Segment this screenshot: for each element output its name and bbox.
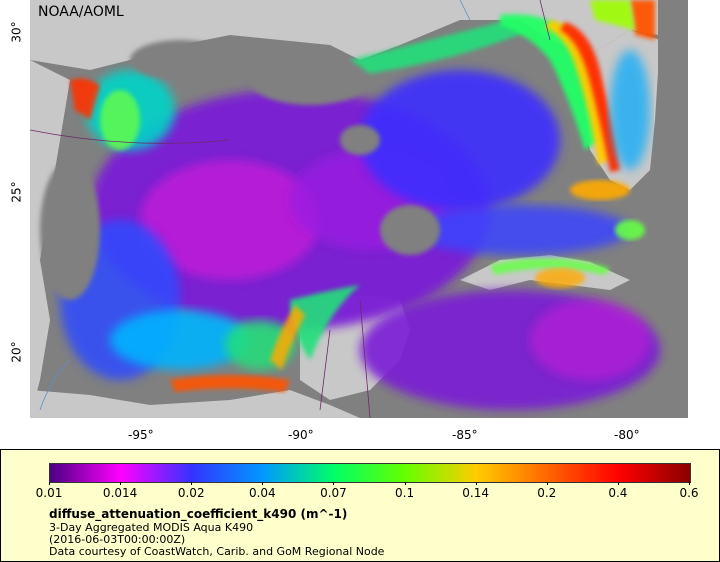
colorbar-tick-mark [191,482,193,485]
y-tick-label: 30° [9,21,24,43]
land-central-america [30,390,360,418]
colorbar-tick-label: 0.1 [395,486,415,500]
y-tick-label: 20° [9,341,24,363]
colorbar-tick-mark [546,482,548,485]
colorbar-tick-mark [404,482,406,485]
legend-line-3: Data courtesy of CoastWatch, Carib. and … [49,545,385,558]
colorbar-tick-mark [262,482,264,485]
colorbar-tick-label: 0.4 [608,486,628,500]
colorbar-tick-label: 0.014 [102,486,138,500]
x-tick-label: -80° [614,428,640,442]
x-tick-label: -90° [288,428,314,442]
map-image [30,0,688,418]
colorbar-tick-label: 0.2 [537,486,557,500]
legend-line-1: 3-Day Aggregated MODIS Aqua K490 [49,521,254,534]
colorbar-tick-mark [49,482,50,485]
colorbar-tick-label: 0.02 [177,486,205,500]
legend-line-2: (2016-06-03T00:00:00Z) [49,533,186,546]
colorbar-tick-mark [475,482,477,485]
colorbar-tick-mark [689,482,690,485]
x-tick-label: -95° [128,428,154,442]
colorbar-tick-label: 0.04 [248,486,276,500]
colorbar-tick-mark [617,482,619,485]
colorbar-tick-mark [120,482,122,485]
colorbar-tick-label: 0.14 [462,486,490,500]
map-credit: NOAA/AOML [38,4,124,20]
land-mexico-west [30,60,70,418]
map-panel[interactable]: NOAA/AOML [30,0,688,418]
colorbar [49,463,691,483]
colorbar-tick-label: 0.01 [35,486,63,500]
legend-panel: 0.01 0.014 0.02 0.04 0.07 0.1 0.14 0.2 0.4 0.6 di… [0,449,720,562]
colorbar-tick-label: 0.6 [679,486,699,500]
colorbar-tick-mark [333,482,335,485]
y-tick-label: 25° [9,181,24,203]
colorbar-tick-label: 0.07 [320,486,347,500]
x-tick-label: -85° [452,428,478,442]
legend-title: diffuse_attenuation_coefficient_k490 (m^… [49,507,348,521]
